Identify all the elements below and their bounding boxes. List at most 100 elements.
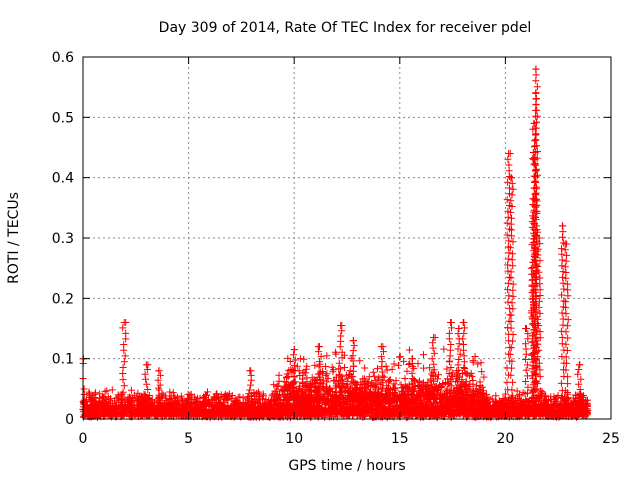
data-point xyxy=(349,337,357,345)
data-point xyxy=(543,406,551,413)
data-point xyxy=(499,395,507,402)
data-point xyxy=(392,404,400,412)
data-point xyxy=(115,395,122,403)
data-point xyxy=(506,273,513,281)
data-point xyxy=(290,346,298,354)
data-point xyxy=(504,178,512,186)
data-point xyxy=(183,397,191,405)
data-point xyxy=(508,364,515,372)
data-point xyxy=(440,345,448,353)
data-point xyxy=(504,255,512,263)
data-point xyxy=(389,409,397,416)
data-point xyxy=(445,358,453,366)
data-point xyxy=(103,387,111,395)
data-point xyxy=(391,384,399,392)
data-point xyxy=(186,401,194,409)
data-point xyxy=(226,411,234,419)
data-point xyxy=(420,364,428,372)
data-point xyxy=(505,249,513,257)
data-point xyxy=(101,388,109,396)
data-point xyxy=(505,292,513,300)
data-point xyxy=(395,361,402,369)
data-point xyxy=(506,409,514,417)
data-point xyxy=(374,365,381,373)
data-point xyxy=(508,214,515,222)
data-point xyxy=(283,401,291,409)
data-point xyxy=(206,414,214,422)
data-point xyxy=(223,396,231,404)
data-point xyxy=(503,231,511,239)
data-point xyxy=(276,414,284,422)
data-point xyxy=(130,409,138,416)
data-point xyxy=(542,412,550,420)
data-point xyxy=(331,348,339,356)
data-point xyxy=(119,324,127,332)
data-point xyxy=(570,398,577,406)
data-point xyxy=(155,384,162,392)
data-point xyxy=(356,357,364,365)
data-point xyxy=(405,346,413,354)
data-point xyxy=(509,292,517,300)
data-point xyxy=(92,398,100,406)
data-point xyxy=(506,350,514,358)
data-point xyxy=(337,332,345,340)
data-point xyxy=(296,355,304,363)
data-point xyxy=(370,372,378,380)
data-point xyxy=(291,356,299,364)
data-point xyxy=(509,262,517,270)
data-point xyxy=(488,395,496,403)
data-point xyxy=(103,398,111,406)
data-point xyxy=(458,402,466,410)
data-point xyxy=(461,324,469,332)
data-point xyxy=(172,409,180,417)
data-point xyxy=(256,395,264,403)
data-point xyxy=(508,386,516,394)
data-point xyxy=(474,360,482,368)
data-point xyxy=(383,382,391,390)
data-point xyxy=(350,342,358,350)
data-point xyxy=(247,381,255,389)
data-point xyxy=(460,329,468,337)
data-point xyxy=(118,390,126,398)
data-point xyxy=(505,161,513,169)
data-point xyxy=(316,343,323,351)
data-point xyxy=(217,391,225,399)
data-point xyxy=(507,324,515,332)
data-point xyxy=(186,391,194,399)
data-point xyxy=(361,364,369,372)
data-point xyxy=(337,388,345,396)
data-point xyxy=(192,396,200,404)
data-point xyxy=(509,331,517,338)
data-point xyxy=(119,376,127,384)
data-point xyxy=(550,393,558,401)
data-point xyxy=(507,268,515,276)
data-point xyxy=(336,365,344,373)
data-point xyxy=(509,305,517,313)
data-point xyxy=(405,412,413,420)
data-point xyxy=(509,185,517,193)
data-point xyxy=(437,401,444,409)
data-point xyxy=(311,361,319,369)
data-point xyxy=(405,361,413,368)
data-point xyxy=(459,335,467,343)
data-point xyxy=(235,402,243,410)
data-point xyxy=(469,358,477,366)
data-point xyxy=(505,150,513,157)
data-point xyxy=(120,382,128,390)
data-point xyxy=(155,367,163,375)
data-point xyxy=(196,394,204,402)
data-point xyxy=(315,399,323,407)
data-point xyxy=(181,405,189,413)
data-point xyxy=(507,344,515,352)
data-point xyxy=(174,410,182,418)
data-point xyxy=(337,322,345,329)
data-point xyxy=(460,341,467,348)
data-point xyxy=(515,392,523,400)
data-point xyxy=(261,410,269,417)
data-point xyxy=(259,392,267,400)
data-point xyxy=(246,367,254,375)
data-point xyxy=(332,350,340,358)
data-point xyxy=(177,392,185,400)
data-point xyxy=(447,319,454,326)
